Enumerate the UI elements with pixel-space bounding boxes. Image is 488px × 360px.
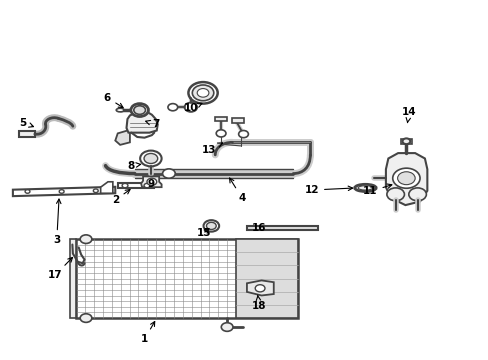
Polygon shape [118, 183, 154, 188]
Circle shape [203, 220, 219, 231]
Bar [19, 131, 35, 137]
Circle shape [192, 85, 213, 101]
Polygon shape [385, 153, 427, 205]
Circle shape [147, 178, 157, 185]
Text: 7: 7 [145, 120, 159, 129]
Text: 8: 8 [127, 161, 141, 171]
Text: 15: 15 [197, 228, 211, 238]
Text: 2: 2 [111, 189, 130, 205]
Circle shape [392, 168, 419, 188]
Bar [76, 239, 298, 318]
Circle shape [144, 153, 158, 163]
Circle shape [162, 169, 175, 178]
Circle shape [408, 188, 426, 201]
Circle shape [144, 183, 150, 188]
Ellipse shape [354, 184, 375, 192]
Text: 4: 4 [229, 178, 245, 203]
Circle shape [402, 138, 409, 144]
Text: 16: 16 [251, 224, 266, 233]
Circle shape [131, 104, 148, 117]
Text: 11: 11 [362, 184, 391, 197]
Circle shape [134, 106, 145, 114]
Ellipse shape [357, 186, 372, 190]
Circle shape [93, 189, 98, 193]
Polygon shape [126, 112, 158, 133]
Circle shape [167, 104, 177, 111]
Text: 17: 17 [48, 257, 72, 280]
Text: 14: 14 [401, 107, 416, 123]
Circle shape [188, 82, 217, 104]
Circle shape [197, 89, 208, 97]
Circle shape [140, 150, 161, 166]
Ellipse shape [116, 108, 124, 112]
Bar [236, 239, 298, 318]
Circle shape [80, 314, 92, 322]
Bar [246, 226, 317, 230]
Bar [215, 117, 226, 121]
Bar [231, 118, 243, 123]
Circle shape [238, 131, 248, 138]
Circle shape [216, 130, 225, 137]
Circle shape [80, 235, 92, 243]
Text: 12: 12 [304, 185, 352, 195]
Circle shape [206, 222, 216, 229]
Circle shape [397, 172, 414, 185]
Text: 5: 5 [19, 118, 33, 128]
Circle shape [255, 285, 264, 292]
Polygon shape [246, 280, 273, 296]
Circle shape [386, 188, 404, 201]
Text: 6: 6 [103, 93, 123, 108]
Text: 1: 1 [141, 321, 154, 344]
Circle shape [122, 183, 128, 188]
Polygon shape [141, 176, 161, 187]
Circle shape [184, 103, 197, 112]
Circle shape [25, 190, 30, 193]
Text: 10: 10 [183, 103, 202, 113]
Polygon shape [13, 187, 115, 196]
Bar [246, 226, 317, 230]
Text: 13: 13 [202, 143, 222, 154]
Bar [70, 239, 76, 318]
Text: 9: 9 [147, 179, 154, 189]
Polygon shape [115, 131, 130, 145]
Circle shape [221, 323, 232, 331]
Bar [400, 139, 411, 144]
Polygon shape [101, 182, 113, 193]
Text: 3: 3 [53, 199, 61, 245]
Text: 18: 18 [251, 295, 266, 311]
Circle shape [59, 190, 64, 193]
